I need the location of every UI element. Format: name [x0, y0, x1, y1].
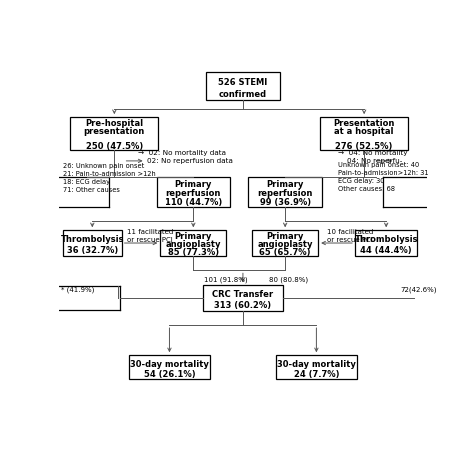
Bar [355, 230, 418, 256]
Text: confirmed: confirmed [219, 90, 267, 99]
Bar [70, 117, 158, 150]
Text: angioplasty: angioplasty [257, 240, 313, 249]
Text: * (41.9%): * (41.9%) [61, 286, 94, 292]
Bar [320, 117, 408, 150]
Bar [276, 355, 357, 379]
Text: presentation: presentation [84, 127, 145, 136]
Text: at a hospital: at a hospital [334, 127, 394, 136]
Text: 54 (26.1%): 54 (26.1%) [144, 370, 195, 379]
Text: Primary: Primary [174, 232, 212, 241]
Text: CRC Transfer: CRC Transfer [212, 290, 273, 299]
Text: Thrombolysis: Thrombolysis [355, 235, 418, 244]
Text: 44 (44.4%): 44 (44.4%) [360, 246, 412, 255]
Bar [129, 355, 210, 379]
Bar [202, 285, 283, 310]
Text: 101 (91.8%): 101 (91.8%) [204, 277, 248, 283]
Text: Presentation: Presentation [334, 119, 395, 128]
Text: Pre-hospital: Pre-hospital [85, 119, 144, 128]
Text: 72(42.6%): 72(42.6%) [401, 286, 438, 292]
Text: 36 (32.7%): 36 (32.7%) [67, 246, 118, 255]
Text: Primary: Primary [266, 180, 304, 189]
Text: Thrombolysis: Thrombolysis [61, 235, 124, 244]
Text: 250 (47.5%): 250 (47.5%) [86, 142, 143, 151]
Text: →  02: No mortality data
    02: No reperfusion data: → 02: No mortality data 02: No reperfusi… [138, 150, 233, 164]
Text: Unknown pain onset: 40
Pain-to-admission>12h: 31
ECG delay: 30
Other causes: 68: Unknown pain onset: 40 Pain-to-admission… [338, 162, 429, 192]
Bar [156, 177, 230, 207]
Text: 65 (65.7%): 65 (65.7%) [259, 248, 311, 257]
Text: 11 facilitated
or rescue PCI: 11 facilitated or rescue PCI [127, 229, 173, 243]
Text: reperfusion: reperfusion [165, 189, 221, 198]
Text: 30-day mortality: 30-day mortality [277, 359, 356, 368]
Text: 276 (52.5%): 276 (52.5%) [336, 142, 393, 151]
Text: 80 (80.8%): 80 (80.8%) [269, 277, 308, 283]
Text: 526 STEMI: 526 STEMI [219, 78, 267, 87]
Text: angioplasty: angioplasty [165, 240, 221, 249]
Bar [252, 230, 318, 256]
Text: 10 facilitated
or rescue PCI: 10 facilitated or rescue PCI [328, 229, 374, 243]
Text: 85 (77.3%): 85 (77.3%) [168, 248, 219, 257]
Bar [63, 230, 122, 256]
Text: 313 (60.2%): 313 (60.2%) [214, 301, 272, 310]
Bar [160, 230, 227, 256]
Text: 99 (36.9%): 99 (36.9%) [260, 198, 311, 207]
Bar [206, 73, 280, 100]
Text: Primary: Primary [266, 232, 304, 241]
Text: →  04: No mortality
    04: No reperfu-: → 04: No mortality 04: No reperfu- [338, 150, 408, 164]
Text: reperfusion: reperfusion [257, 189, 313, 198]
Text: 30-day mortality: 30-day mortality [130, 359, 209, 368]
Text: 26: Unknown pain onset
21: Pain-to-admission >12h
18: ECG delay
71: Other causes: 26: Unknown pain onset 21: Pain-to-admis… [63, 164, 155, 193]
Text: Primary: Primary [174, 180, 212, 189]
Bar [248, 177, 322, 207]
Text: 110 (44.7%): 110 (44.7%) [164, 198, 222, 207]
Text: 24 (7.7%): 24 (7.7%) [294, 370, 339, 379]
